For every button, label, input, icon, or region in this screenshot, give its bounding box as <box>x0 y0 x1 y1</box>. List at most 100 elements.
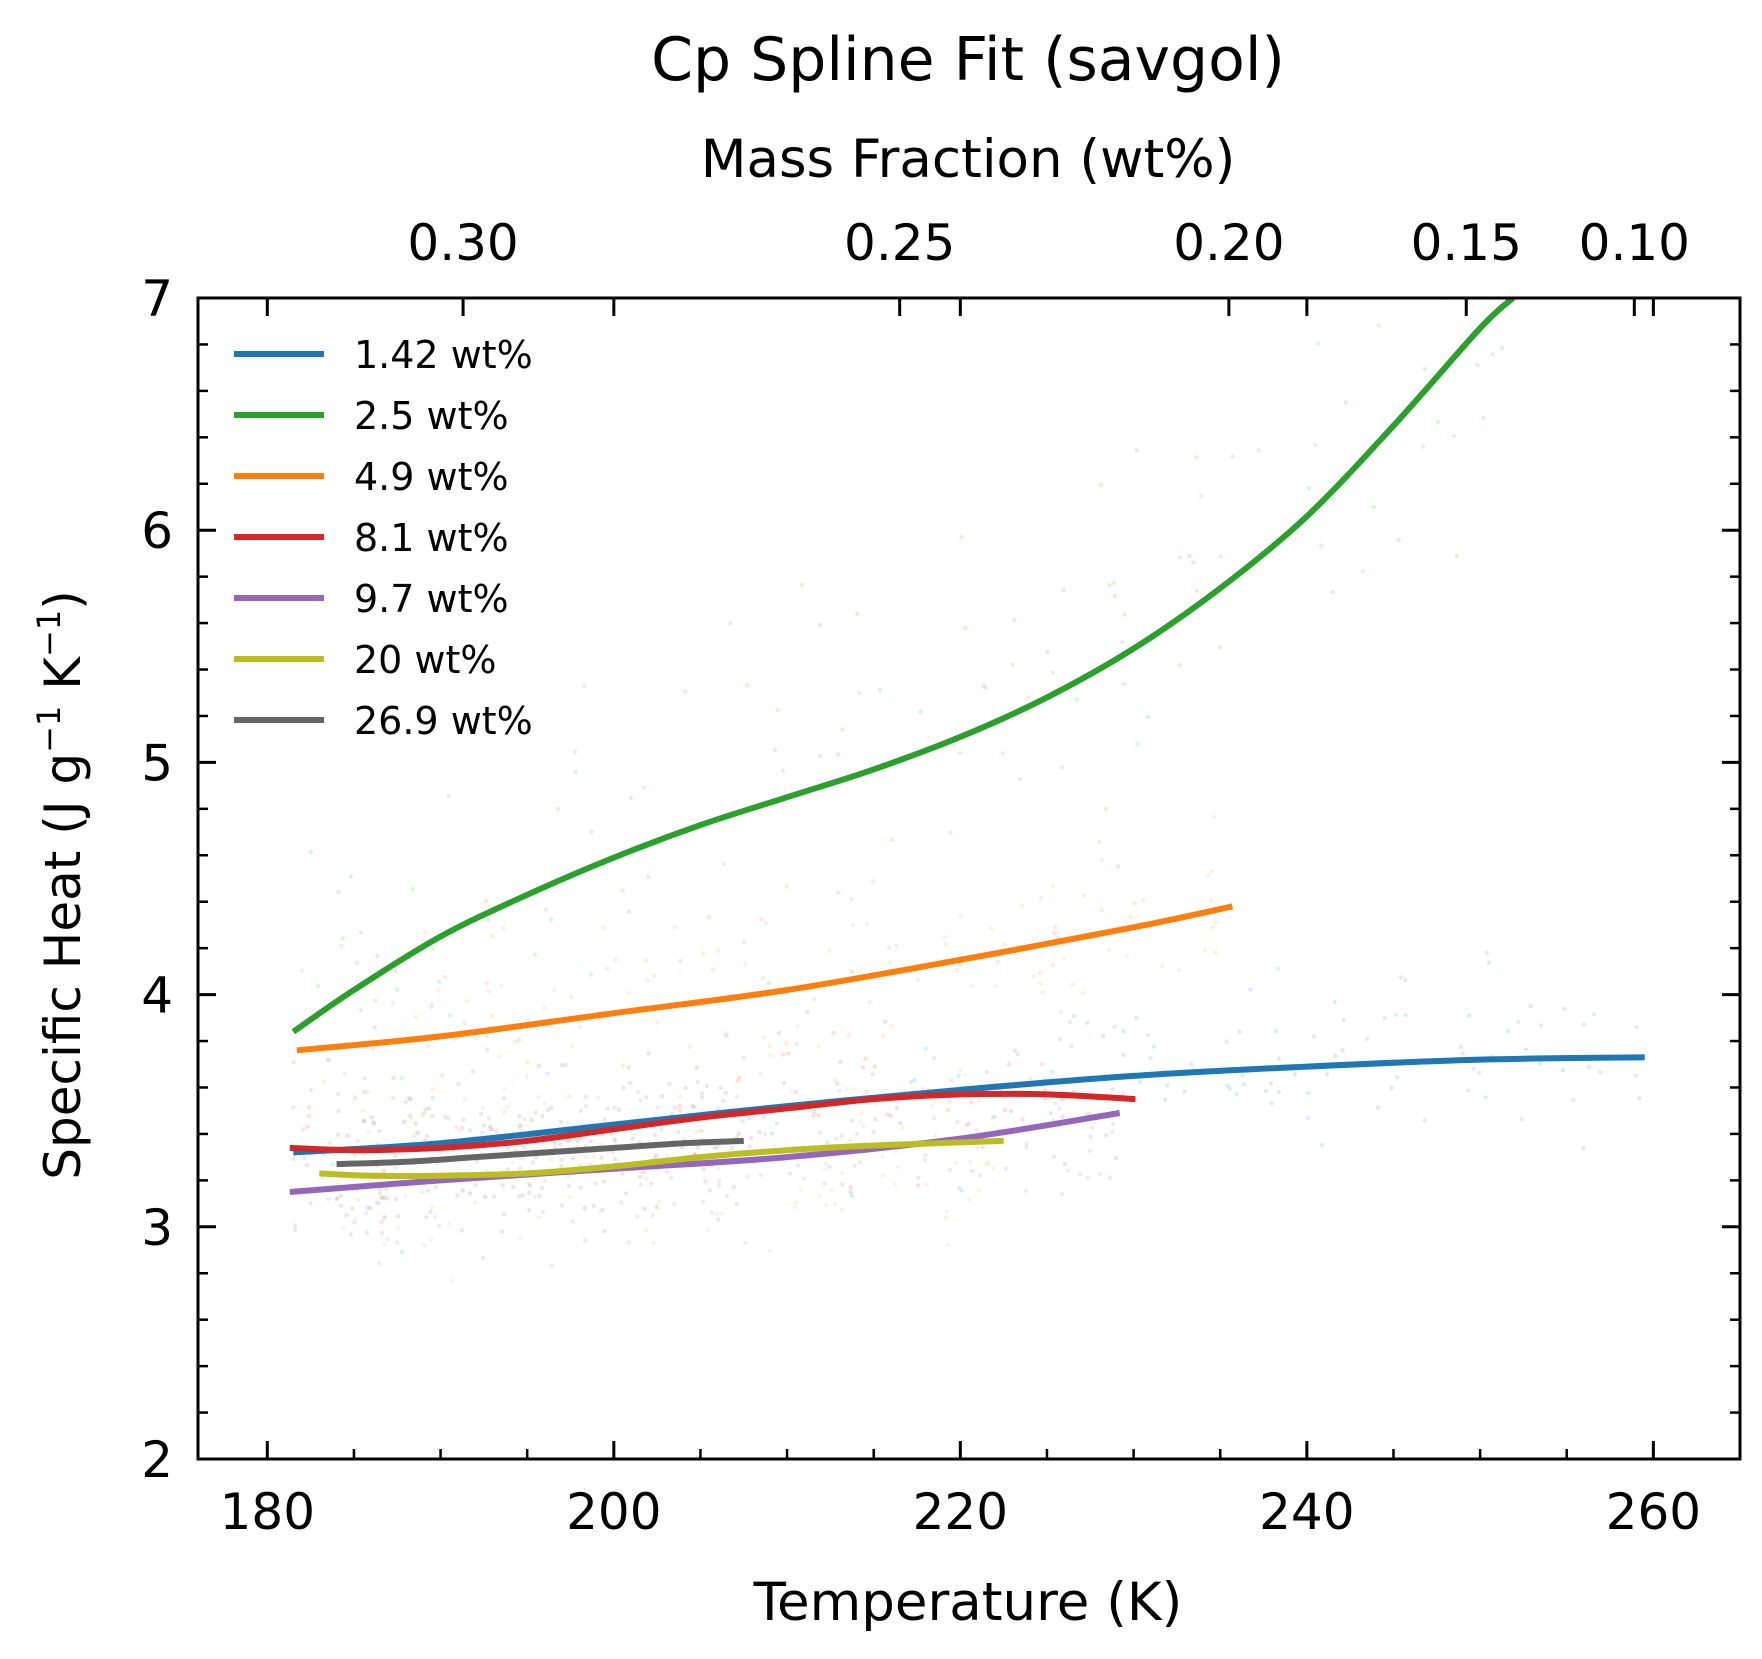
scatter-point <box>301 1127 306 1132</box>
scatter-point <box>1382 1016 1387 1021</box>
scatter-point <box>1110 1122 1116 1127</box>
scatter-point <box>627 1080 633 1086</box>
scatter-point <box>490 1127 495 1133</box>
scatter-point <box>740 1118 745 1123</box>
scatter-point <box>1490 352 1495 357</box>
scatter-point <box>1466 1013 1472 1018</box>
scatter-point <box>838 1059 843 1064</box>
x-axis-label: Temperature (K) <box>753 1572 1183 1633</box>
scatter-point <box>760 975 766 981</box>
scatter-point <box>1177 555 1182 560</box>
scatter-point <box>552 1141 558 1146</box>
series-line-4 <box>289 1110 1121 1195</box>
scatter-point <box>992 1114 998 1119</box>
scatter-point <box>1067 1020 1072 1025</box>
scatter-point <box>1177 663 1182 668</box>
scatter-point <box>870 1072 875 1077</box>
scatter-point <box>1210 925 1216 930</box>
scatter-point <box>536 1094 541 1100</box>
x-tick-label: 220 <box>913 1483 1008 1541</box>
scatter-point <box>976 1188 981 1193</box>
scatter-point <box>1010 662 1016 667</box>
scatter-point <box>378 1187 383 1192</box>
scatter-point <box>419 1113 425 1119</box>
scatter-point <box>591 1203 596 1208</box>
scatter-point <box>747 1144 752 1149</box>
scatter-point <box>827 1164 832 1170</box>
scatter-point <box>849 1118 855 1123</box>
scatter-point <box>1571 1097 1576 1103</box>
scatter-point <box>871 1129 876 1135</box>
plot-frame <box>196 296 1742 1461</box>
legend-label: 4.9 wt% <box>354 455 509 499</box>
scatter-point <box>1313 442 1318 448</box>
scatter-point <box>605 1106 610 1112</box>
scatter-point <box>1276 966 1281 971</box>
scatter-point <box>1581 1146 1586 1151</box>
scatter-point <box>924 1182 929 1187</box>
scatter-point <box>336 1108 341 1114</box>
scatter-point <box>1213 920 1218 925</box>
scatter-point <box>776 1030 782 1036</box>
scatter-point <box>1163 1097 1168 1102</box>
scatter-point <box>1107 947 1112 952</box>
scatter-point <box>1038 981 1043 986</box>
scatter-point <box>731 1184 736 1190</box>
scatter-point <box>505 1104 510 1110</box>
scatter-point <box>637 1114 642 1120</box>
scatter-point <box>1098 1172 1103 1177</box>
scatter-point <box>758 1070 763 1076</box>
scatter-point <box>643 1170 648 1175</box>
scatter-point <box>1128 915 1133 920</box>
scatter-point <box>325 1057 330 1062</box>
y-tick-label: 2 <box>141 1431 173 1489</box>
scatter-point <box>646 874 651 880</box>
scatter-point <box>480 1105 485 1111</box>
scatter-point <box>854 1131 860 1136</box>
scatter-point <box>304 1163 310 1168</box>
scatter-point <box>1199 493 1204 499</box>
scatter-point <box>995 959 1000 964</box>
scatter-point <box>482 1194 487 1200</box>
scatter-point <box>588 972 594 977</box>
scatter-point <box>533 1110 538 1115</box>
scatter-point <box>1003 1166 1008 1171</box>
scatter-point <box>990 1115 995 1120</box>
scatter-point <box>1120 1028 1126 1034</box>
scatter-point <box>621 1085 626 1091</box>
scatter-point <box>989 926 994 931</box>
scatter-point <box>652 974 657 979</box>
scatter-point <box>522 1144 527 1150</box>
scatter-point <box>543 1178 548 1184</box>
scatter-point <box>823 1166 828 1171</box>
scatter-point <box>1191 560 1196 565</box>
scatter-point <box>352 1217 357 1222</box>
scatter-point <box>715 1106 721 1111</box>
scatter-point <box>848 1190 854 1195</box>
scatter-point <box>861 1123 866 1129</box>
scatter-point <box>932 1133 938 1139</box>
scatter-point <box>525 1060 530 1066</box>
scatter-point <box>448 1013 453 1018</box>
scatter-point <box>644 978 650 983</box>
y-tick-label: 7 <box>141 270 173 328</box>
scatter-point <box>613 1157 618 1162</box>
scatter-point <box>307 1105 312 1110</box>
scatter-point <box>724 1194 730 1199</box>
scatter-point <box>743 961 748 966</box>
scatter-point <box>1483 1095 1488 1100</box>
top-tick-label: 0.25 <box>844 214 955 272</box>
scatter-point <box>410 886 416 892</box>
scatter-point <box>1121 682 1126 687</box>
scatter-point <box>945 1242 950 1247</box>
scatter-point <box>1331 497 1336 502</box>
scatter-point <box>848 1185 854 1190</box>
scatter-point <box>1077 1172 1083 1177</box>
scatter-point <box>1070 982 1075 987</box>
scatter-point <box>548 917 554 922</box>
scatter-point <box>1051 930 1056 935</box>
scatter-point <box>846 1032 852 1037</box>
scatter-point <box>429 1237 434 1242</box>
scatter-point <box>864 921 870 926</box>
